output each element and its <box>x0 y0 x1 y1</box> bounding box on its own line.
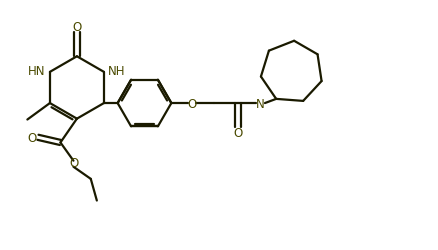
Text: O: O <box>28 131 37 144</box>
Text: O: O <box>187 97 197 110</box>
Text: O: O <box>72 21 81 34</box>
Text: O: O <box>233 126 243 140</box>
Text: NH: NH <box>108 64 126 77</box>
Text: N: N <box>256 97 265 110</box>
Text: HN: HN <box>28 64 46 77</box>
Text: O: O <box>69 156 78 169</box>
